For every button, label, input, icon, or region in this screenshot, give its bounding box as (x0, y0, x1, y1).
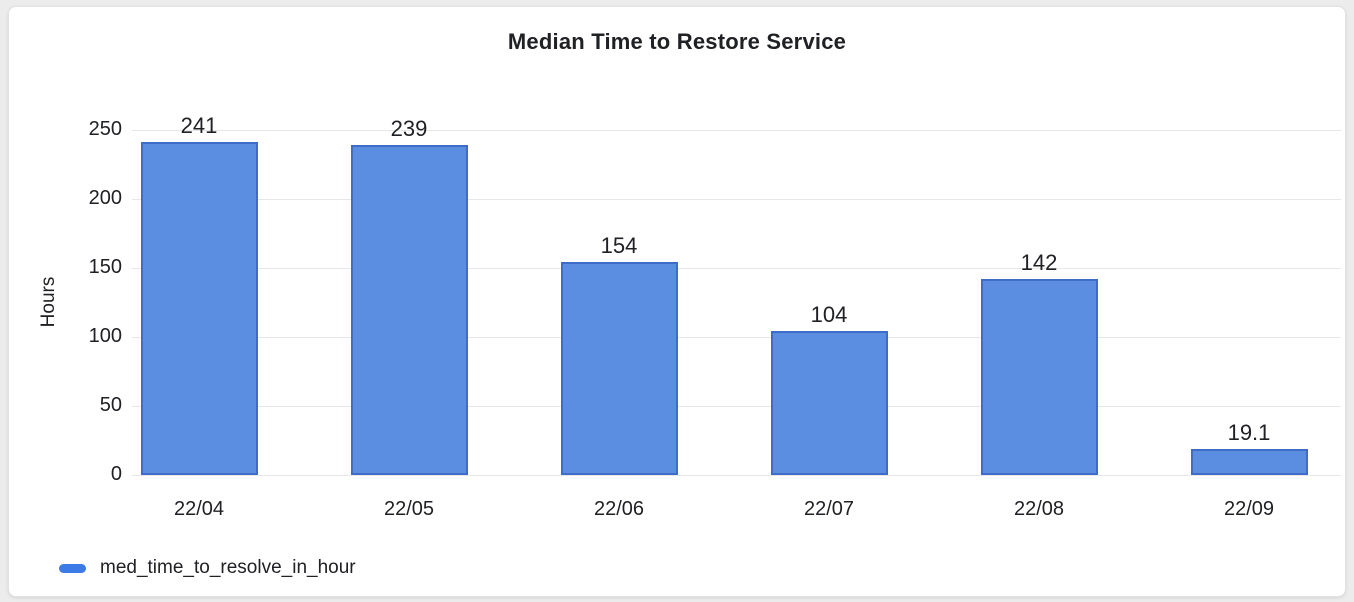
y-tick-label: 150 (88, 256, 122, 278)
y-tick-label: 0 (110, 463, 122, 485)
bar-22-06[interactable] (560, 262, 678, 475)
bar-22-07[interactable] (770, 331, 888, 475)
bar-22-08[interactable] (980, 279, 1098, 475)
gridline (132, 268, 1341, 269)
bar-value-label: 104 (810, 302, 848, 328)
y-tick-label: 100 (88, 325, 122, 347)
chart-card: Median Time to Restore Service Hours 0 50… (8, 6, 1346, 597)
gridline (132, 337, 1341, 338)
bar-value-label: 239 (390, 116, 428, 142)
x-tick-label: 22/07 (803, 498, 855, 520)
x-tick-label: 22/05 (383, 498, 435, 520)
bar-22-09[interactable] (1190, 448, 1308, 475)
gridline (132, 130, 1341, 131)
x-tick-label: 22/09 (1223, 498, 1275, 520)
bar-value-label: 154 (600, 233, 638, 259)
bar-value-label: 241 (180, 113, 218, 139)
bar-value-label: 142 (1020, 250, 1058, 276)
x-tick-label: 22/06 (593, 498, 645, 520)
gridline (132, 199, 1341, 200)
legend-label: med_time_to_resolve_in_hour (100, 557, 356, 578)
y-tick-label: 50 (99, 394, 122, 416)
gridline (132, 406, 1341, 407)
legend-marker-icon (59, 563, 86, 573)
legend-item[interactable]: med_time_to_resolve_in_hour (59, 557, 356, 579)
bar-value-label: 19.1 (1227, 419, 1271, 445)
y-axis-title: Hours (38, 276, 59, 328)
x-tick-label: 22/08 (1013, 498, 1065, 520)
bar-22-05[interactable] (350, 145, 468, 475)
chart-title: Median Time to Restore Service (507, 29, 847, 54)
x-tick-label: 22/04 (173, 498, 225, 520)
bar-22-04[interactable] (140, 142, 258, 475)
gridline (132, 475, 1341, 476)
y-tick-label: 250 (88, 118, 122, 140)
y-tick-label: 200 (88, 187, 122, 209)
